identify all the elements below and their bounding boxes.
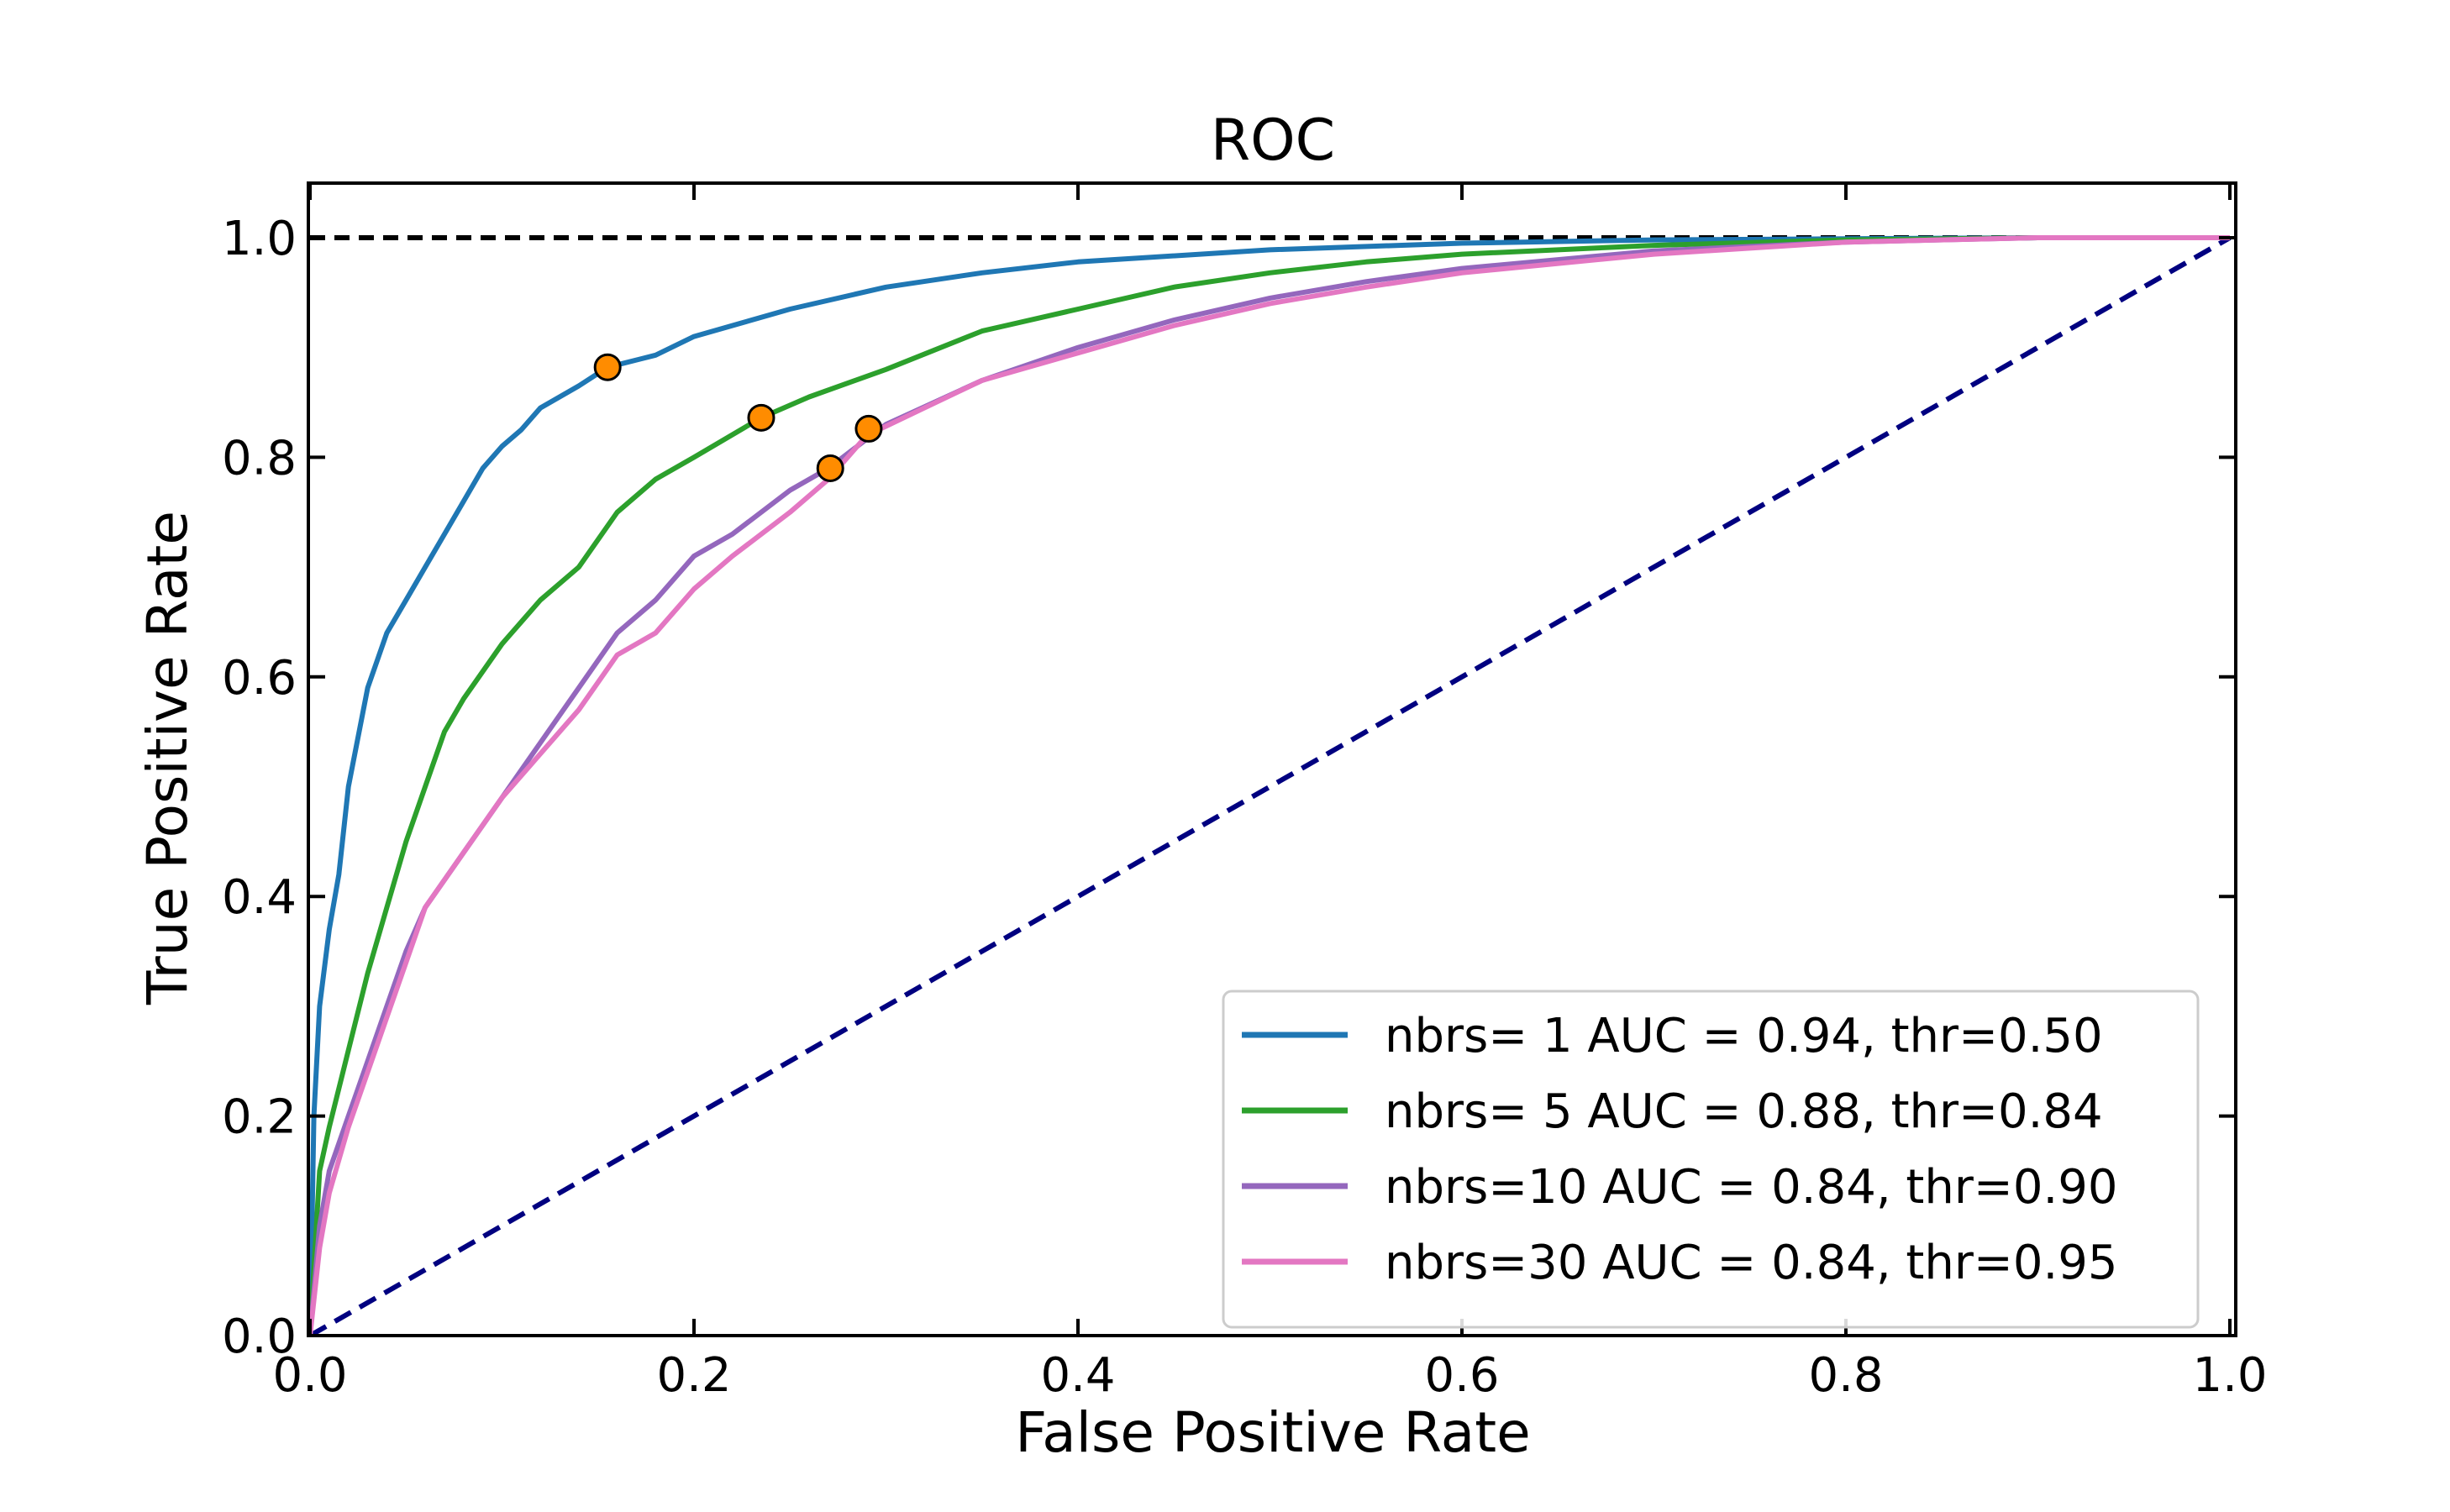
plot-area (307, 181, 2237, 1337)
legend-label: nbrs=30 AUC = 0.84, thr=0.95 (1385, 1236, 2118, 1290)
threshold-marker-1 (593, 353, 622, 381)
series-line-4 (308, 235, 2230, 1336)
x-tick-label: 0.6 (1424, 1348, 1499, 1403)
legend: nbrs= 1 AUC = 0.94, thr=0.50 nbrs= 5 AUC … (1222, 990, 2200, 1329)
y-tick-label: 0.0 (222, 1310, 297, 1364)
x-tick-label: 0.0 (272, 1348, 347, 1403)
y-tick-label: 0.2 (222, 1090, 297, 1145)
legend-label: nbrs= 1 AUC = 0.94, thr=0.50 (1385, 1009, 2103, 1063)
x-tick-label: 0.4 (1040, 1348, 1115, 1403)
series-line-1 (308, 235, 2230, 1336)
axis-ticks: 0.0 0.2 0.4 0.6 0.8 1.0 0.0 0.2 0.4 0.6 0.8 1.0 (222, 183, 2268, 1403)
x-tick-label: 0.8 (1808, 1348, 1883, 1403)
threshold-marker-3 (854, 414, 883, 443)
x-axis-label: False Positive Rate (1015, 1400, 1530, 1465)
x-tick-label: 1.0 (2192, 1348, 2267, 1403)
legend-label: nbrs= 5 AUC = 0.88, thr=0.84 (1385, 1084, 2103, 1139)
series-line-3 (308, 235, 2230, 1336)
y-tick-label: 0.8 (222, 431, 297, 486)
legend-label: nbrs=10 AUC = 0.84, thr=0.90 (1385, 1160, 2118, 1215)
threshold-marker-2 (747, 403, 775, 432)
legend-box (1222, 990, 2200, 1329)
threshold-marker-4 (816, 454, 844, 482)
x-tick-label: 0.2 (656, 1348, 731, 1403)
chance-diagonal-line (308, 235, 2232, 1336)
data-layer (308, 235, 2232, 1336)
y-tick-label: 1.0 (222, 212, 297, 266)
y-tick-label: 0.6 (222, 651, 297, 706)
series-line-2 (308, 235, 2230, 1336)
y-axis-label: True Positive Rate (135, 511, 200, 1005)
y-tick-label: 0.4 (222, 870, 297, 925)
chart-title: ROC (1211, 108, 1335, 174)
plot-frame (307, 181, 2237, 1337)
